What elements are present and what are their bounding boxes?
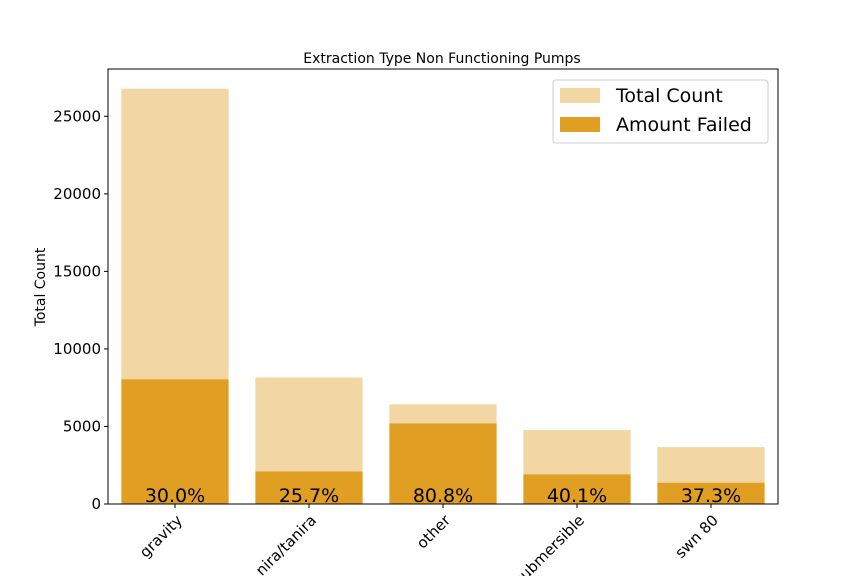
y-tick-label-0: 0 [91,495,101,513]
x-tick-label-swn-80: swn 80 [671,511,722,562]
x-tick-label-gravity: gravity [136,511,186,561]
y-tick-label-10000: 10000 [53,340,101,358]
legend-swatch-total-count [560,88,600,103]
data-label-gravity: 30.0% [145,485,205,507]
data-label-swn-80: 37.3% [681,485,741,507]
x-tick-label-submersible: submersible [510,511,588,576]
y-tick-label-5000: 5000 [63,417,101,435]
data-label-other: 80.8% [413,485,473,507]
bar-amount-failed-submersible [523,474,631,504]
x-tick-label-nira-tanira: nira/tanira [252,511,320,576]
legend-label-amount-failed: Amount Failed [616,114,752,136]
bar-amount-failed-swn-80 [657,482,765,504]
y-tick-label-25000: 25000 [53,107,101,125]
bar-amount-failed-gravity [121,379,229,504]
legend-box [552,79,769,144]
legend: Total Count Amount Failed [552,79,769,144]
y-tick-label-15000: 15000 [53,262,101,280]
y-axis-label: Total Count [33,247,49,327]
data-label-submersible: 40.1% [547,485,607,507]
bars-layer [121,88,765,504]
y-axis: 0 5000 10000 15000 20000 25000 [53,107,108,513]
chart-title: Extraction Type Non Functioning Pumps [303,51,580,67]
bar-amount-failed-other [389,423,497,504]
x-axis: gravity nira/tanira other submersible swn 80 [136,504,722,576]
bar-amount-failed-nira-tanira [255,471,363,504]
data-labels-layer: 30.0% 25.7% 80.8% 40.1% 37.3% [145,485,741,507]
x-tick-label-other: other [413,511,455,553]
legend-swatch-amount-failed [560,117,600,132]
y-tick-label-20000: 20000 [53,185,101,203]
legend-label-total-count: Total Count [615,85,723,107]
data-label-nira-tanira: 25.7% [279,485,339,507]
